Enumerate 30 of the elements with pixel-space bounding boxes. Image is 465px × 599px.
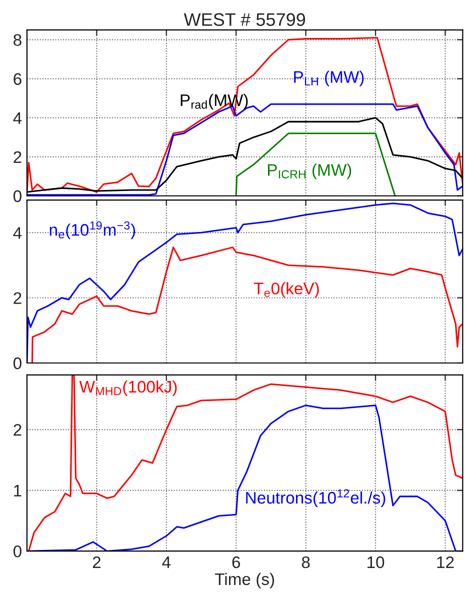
series-label: T$_{e}$0(keV) bbox=[254, 282, 319, 298]
x-axis-title: Time (s) bbox=[214, 572, 274, 588]
y-tick-label: 4 bbox=[13, 227, 22, 239]
series-label: Neutrons(10$^{12}$el./s) bbox=[246, 489, 386, 507]
series-label: W$_{MHD}$(100kJ) bbox=[79, 380, 177, 396]
y-tick-label: 4 bbox=[13, 112, 22, 124]
series-label: n$_{e}$(10$^{19}$m$^{−3}$) bbox=[50, 221, 136, 240]
x-tick-label: 10 bbox=[368, 556, 384, 568]
series-label: P$_{ICRH}$ (MW) bbox=[268, 164, 352, 180]
y-tick-label: 0 bbox=[13, 357, 22, 370]
line-series bbox=[26, 36, 463, 193]
y-tick-label: 2 bbox=[14, 424, 22, 436]
x-tick-label: 4 bbox=[162, 556, 171, 568]
line-series bbox=[28, 374, 463, 552]
line-series bbox=[235, 132, 396, 196]
chart-title: WEST # 55799 bbox=[184, 13, 306, 26]
y-tick-label: 0 bbox=[13, 190, 22, 202]
line-series bbox=[26, 202, 463, 363]
y-tick-label: 0 bbox=[13, 545, 22, 558]
y-tick-label: 2 bbox=[14, 151, 22, 163]
y-tick-label: 6 bbox=[14, 73, 22, 85]
y-tick-label: 1 bbox=[14, 484, 22, 496]
y-tick-label: 2 bbox=[14, 292, 22, 304]
x-tick-label: 8 bbox=[302, 556, 310, 568]
x-tick-label: 12 bbox=[437, 556, 454, 568]
series-label: P$_{LH}$ (MW) bbox=[294, 70, 364, 86]
x-tick-label: 6 bbox=[232, 556, 240, 568]
y-tick-label: 8 bbox=[14, 34, 22, 46]
x-tick-label: 2 bbox=[92, 556, 100, 568]
line-series bbox=[31, 246, 463, 363]
